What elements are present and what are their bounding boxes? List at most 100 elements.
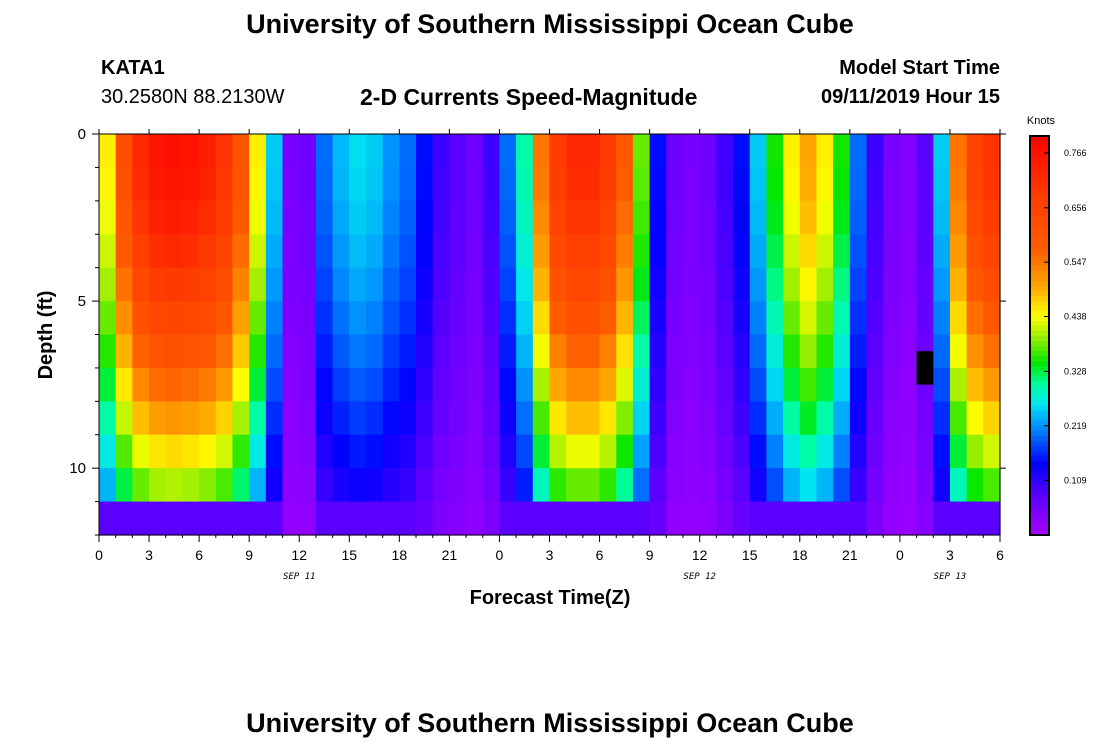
heatmap-cell (849, 401, 868, 436)
heatmap-cell (682, 200, 701, 235)
heatmap-cell (532, 367, 551, 402)
heatmap-cell (149, 167, 167, 202)
x-tick-label: 0 (95, 547, 103, 563)
heatmap-cell (416, 134, 434, 169)
heatmap-cell (566, 334, 584, 369)
heatmap-cell (249, 234, 267, 269)
heatmap-cell (916, 134, 934, 169)
heatmap-cell (899, 167, 918, 202)
heatmap-cell (265, 200, 284, 235)
colorbar-swatch (1030, 485, 1049, 491)
colorbar-swatch (1030, 430, 1049, 436)
heatmap-cell (482, 200, 501, 235)
colorbar-swatch (1030, 390, 1049, 396)
heatmap-cell (549, 401, 567, 436)
heatmap-cell (165, 267, 184, 302)
heatmap-cell (199, 167, 217, 202)
heatmap-cell (783, 367, 801, 402)
heatmap-cell (649, 401, 667, 436)
x-tick-label: 21 (842, 547, 858, 563)
heatmap-cell (466, 334, 484, 369)
heatmap-cell (916, 167, 934, 202)
heatmap-cell (866, 401, 884, 436)
heatmap-cell (899, 267, 918, 302)
heatmap-cell (466, 134, 484, 169)
heatmap-cell (849, 334, 868, 369)
heatmap-cell (315, 267, 334, 302)
heatmap-cell (315, 167, 334, 202)
colorbar-tick-label: 0.547 (1064, 257, 1087, 267)
heatmap-cell (632, 334, 651, 369)
heatmap-cell (616, 468, 634, 503)
colorbar-swatch (1030, 400, 1049, 406)
heatmap-cell (866, 501, 884, 536)
heatmap-cell (332, 167, 350, 202)
heatmap-cell (733, 401, 751, 436)
heatmap-cell (649, 367, 667, 402)
footer-title: University of Southern Mississippi Ocean… (246, 708, 854, 738)
x-tick-label: 9 (245, 547, 253, 563)
y-axis: 0 5 10 (69, 126, 1006, 536)
colorbar-swatch (1030, 150, 1049, 157)
heatmap-cell (716, 301, 734, 336)
heatmap-cell (416, 301, 434, 336)
heatmap-cell (365, 468, 384, 503)
heatmap-cell (766, 501, 784, 536)
heatmap-cell (449, 301, 467, 336)
heatmap-cell (616, 401, 634, 436)
heatmap-cell (132, 234, 150, 269)
heatmap-cell (649, 234, 667, 269)
colorbar-swatch (1030, 165, 1049, 172)
heatmap-cell (899, 434, 918, 469)
heatmap-cell (983, 501, 1001, 536)
colorbar-swatch (1030, 460, 1049, 466)
heatmap-cell (482, 468, 501, 503)
heatmap-cell (99, 501, 117, 536)
heatmap-cell (182, 501, 200, 536)
colorbar-swatch (1030, 160, 1049, 167)
heatmap-cell (699, 434, 717, 469)
colorbar-swatch (1030, 195, 1049, 202)
heatmap-cell (199, 434, 217, 469)
heatmap-cell (666, 434, 684, 469)
colorbar-swatch (1030, 465, 1049, 471)
colorbar-frame (1029, 135, 1050, 536)
colorbar-swatch (1030, 515, 1049, 521)
heatmap-cell (816, 401, 834, 436)
heatmap-cell (883, 401, 901, 436)
x-tick-label: 3 (946, 547, 954, 563)
heatmap-cell (516, 134, 534, 169)
heatmap-cell (449, 468, 467, 503)
heatmap-cell (265, 434, 284, 469)
heatmap-cell (766, 434, 784, 469)
heatmap-cell (699, 134, 717, 169)
heatmap-cell (115, 434, 133, 469)
heatmap-cell (499, 501, 517, 536)
heatmap-cell (816, 267, 834, 302)
heatmap-cell (499, 134, 517, 169)
heatmap-cell (699, 501, 717, 536)
x-tick-label: 3 (546, 547, 554, 563)
heatmap-cell (416, 167, 434, 202)
heatmap-cell (632, 134, 651, 169)
heatmap-cell (916, 501, 934, 536)
heatmap-cell (883, 167, 901, 202)
heatmap-cell (365, 334, 384, 369)
heatmap-cell (165, 367, 184, 402)
heatmap-cell (733, 301, 751, 336)
heatmap-cell (933, 301, 951, 336)
heatmap-cell (733, 267, 751, 302)
heatmap-cell (132, 501, 150, 536)
colorbar-swatch (1030, 210, 1049, 217)
heatmap-cell (332, 434, 350, 469)
heatmap-cell (165, 301, 184, 336)
heatmap-cell (733, 434, 751, 469)
heatmap-cell (899, 367, 918, 402)
heatmap-cell (182, 200, 200, 235)
heatmap-cell (666, 501, 684, 536)
heatmap-cell (282, 367, 300, 402)
heatmap-cell (716, 434, 734, 469)
heatmap-cell (616, 200, 634, 235)
heatmap-cell (566, 468, 584, 503)
